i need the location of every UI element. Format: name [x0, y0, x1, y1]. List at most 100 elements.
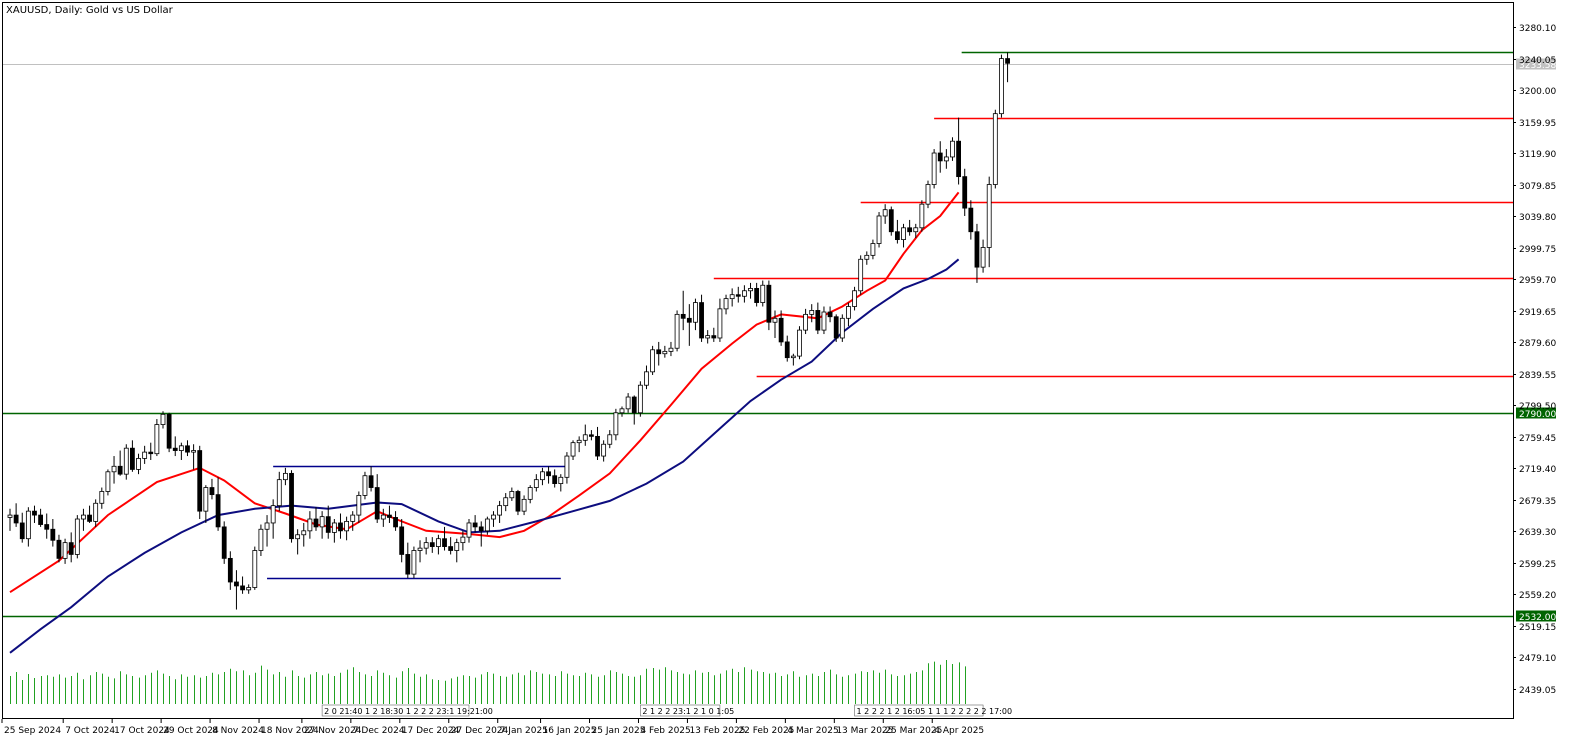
candle-80	[497, 500, 503, 523]
candle-125	[772, 310, 778, 338]
candle-119	[735, 286, 741, 303]
x-tick-label-1: 7 Oct 2024	[65, 726, 115, 736]
candle-67	[417, 540, 423, 563]
candle-body-21	[136, 458, 141, 470]
candle-body-70	[435, 538, 441, 547]
candle-body-2	[19, 522, 25, 540]
candle-body-112	[693, 302, 698, 323]
candle-133	[821, 306, 827, 335]
x-tick-label-19: 4 Apr 2025	[934, 726, 984, 736]
candle-body-140	[864, 254, 870, 260]
candle-body-77	[478, 526, 484, 532]
chart-title: XAUUSD, Daily: Gold vs US Dollar	[6, 5, 174, 16]
axis-overlay-bg-1	[640, 704, 721, 717]
candle-33	[209, 478, 215, 500]
candle-111	[686, 304, 692, 346]
candle-body-7	[50, 528, 56, 541]
candle-body-42	[264, 522, 270, 530]
candle-body-105	[650, 349, 655, 373]
candle-body-150	[925, 184, 931, 205]
candle-104	[644, 365, 649, 390]
axis-overlay-label-2: 1 2 2 2 1 2 16:05 1 1 1 2 2 2 2 2 17:00	[857, 707, 1013, 716]
candle-body-129	[797, 329, 802, 357]
candle-148	[913, 223, 919, 239]
candle-body-37	[234, 581, 239, 587]
candle-body-3	[25, 510, 31, 540]
candle-129	[797, 326, 802, 360]
y-tick-label-6: 3039.80	[1519, 213, 1556, 223]
candle-body-57	[356, 495, 362, 516]
y-tick-label-4: 3119.90	[1519, 150, 1556, 160]
candle-body-127	[784, 341, 790, 359]
candle-41	[258, 524, 264, 557]
candle-68	[423, 537, 429, 555]
candle-112	[693, 298, 698, 331]
candle-body-53	[331, 522, 337, 533]
candle-120	[742, 285, 747, 303]
candle-body-50	[313, 518, 319, 528]
candle-body-124	[766, 284, 772, 323]
candle-37	[234, 570, 239, 610]
candle-body-29	[185, 445, 190, 453]
candle-143	[882, 204, 888, 224]
candle-44	[276, 471, 282, 512]
candle-23	[148, 442, 154, 460]
x-tick-label-12: 25 Jan 2025	[592, 726, 646, 736]
candle-body-157	[968, 207, 974, 233]
candle-body-119	[735, 294, 741, 297]
candle-78	[484, 516, 490, 535]
candle-18	[117, 450, 123, 476]
candle-body-55	[344, 520, 350, 532]
candle-9	[62, 538, 68, 564]
candle-body-122	[754, 287, 760, 303]
candle-body-96	[595, 435, 600, 457]
candle-34	[215, 477, 221, 531]
candle-body-145	[895, 231, 900, 240]
candle-body-111	[686, 317, 692, 323]
candle-10	[68, 532, 74, 563]
candle-52	[325, 505, 331, 539]
level-tag-5: 2790.00	[1519, 410, 1556, 420]
plot-border	[2, 2, 1514, 719]
candle-36	[227, 551, 233, 590]
candle-body-98	[607, 434, 613, 445]
candle-body-56	[350, 514, 356, 522]
candle-body-108	[668, 347, 674, 352]
candle-body-131	[809, 310, 815, 315]
current-price-tag-bg	[1516, 58, 1556, 70]
candle-115	[711, 327, 717, 342]
candle-135	[833, 314, 839, 342]
candle-105	[650, 345, 655, 375]
candle-46	[289, 470, 294, 543]
candle-body-130	[803, 313, 808, 331]
axis-overlay-bg-2	[854, 704, 984, 717]
candle-body-66	[411, 550, 417, 575]
level-tag-bg-5	[1516, 407, 1556, 419]
candle-body-144	[888, 209, 894, 233]
candle-body-20	[129, 447, 135, 470]
horizontal-lines-layer: 2790.00 2532.00 3233.58	[3, 51, 1556, 623]
y-tick-label-2: 3200.00	[1519, 87, 1556, 97]
candle-140	[864, 251, 870, 265]
candle-21	[136, 453, 141, 475]
candle-body-19	[123, 447, 129, 475]
candle-108	[668, 341, 674, 357]
candle-40	[252, 546, 258, 590]
candle-161	[992, 109, 998, 189]
candle-162	[999, 54, 1004, 118]
candle-body-73	[454, 542, 460, 551]
level-tag-bg-6	[1516, 610, 1556, 622]
candle-3	[25, 507, 31, 547]
candle-body-101	[625, 396, 631, 410]
candle-94	[582, 424, 588, 446]
candle-83	[515, 489, 521, 516]
candle-body-82	[509, 491, 515, 499]
candle-155	[956, 117, 961, 185]
candle-body-97	[601, 443, 607, 457]
candle-113	[699, 294, 704, 342]
candle-128	[790, 353, 796, 366]
candle-body-158	[974, 231, 980, 268]
candle-body-137	[846, 306, 851, 319]
candle-25	[160, 411, 166, 429]
